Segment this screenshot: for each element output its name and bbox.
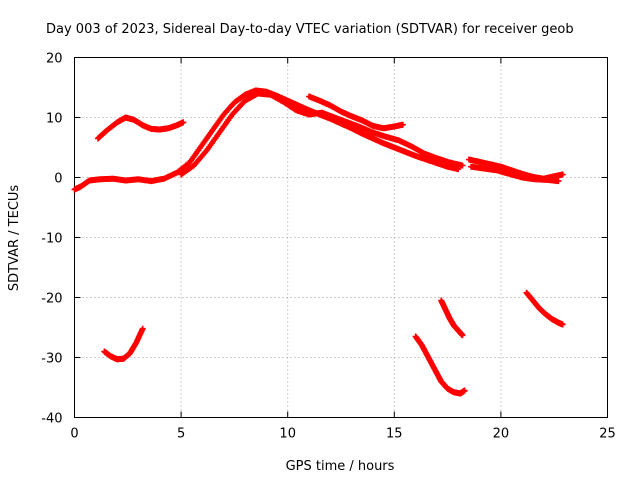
series-arc-low-4 [523,289,566,328]
x-tick-label: 25 [599,427,616,442]
x-tick-label: 20 [493,427,510,442]
tick-labels: 0 5 10 15 20 25 20 10 0 -10 -20 -30 -40 [41,52,616,442]
axis-ticks [74,57,608,418]
x-tick-label: 5 [177,427,185,442]
y-tick-label: -30 [41,352,62,367]
data-point [559,321,566,328]
series-arc-upper-early [94,114,187,142]
data-point [139,325,146,332]
y-tick-label: -40 [41,412,62,427]
data-point [399,121,406,128]
data-point [180,119,187,126]
series-arc-main-parallel [178,90,466,178]
data-point [555,178,562,185]
series-arc-evening-2 [468,163,562,185]
x-tick-label: 15 [386,427,403,442]
y-axis-label: SDTVAR / TECUs [7,185,22,292]
series-arc-low-1 [101,325,146,363]
series-arc-low-2 [412,333,468,397]
y-tick-label: 10 [46,112,63,127]
chart-title: Day 003 of 2023, Sidereal Day-to-day VTE… [46,22,574,37]
series-arc-low-3 [438,297,466,339]
data-point [459,332,466,339]
y-tick-label: 0 [54,172,62,187]
series-arc-main-extra [306,93,406,132]
y-tick-label: -20 [41,292,62,307]
x-tick-label: 0 [70,427,78,442]
x-axis-label: GPS time / hours [286,459,395,474]
x-tick-label: 10 [279,427,296,442]
data-point [559,171,566,178]
y-tick-label: -10 [41,232,62,247]
data-point [461,387,468,394]
data-points [71,87,566,397]
data-point [459,162,466,169]
y-tick-label: 20 [46,52,63,67]
